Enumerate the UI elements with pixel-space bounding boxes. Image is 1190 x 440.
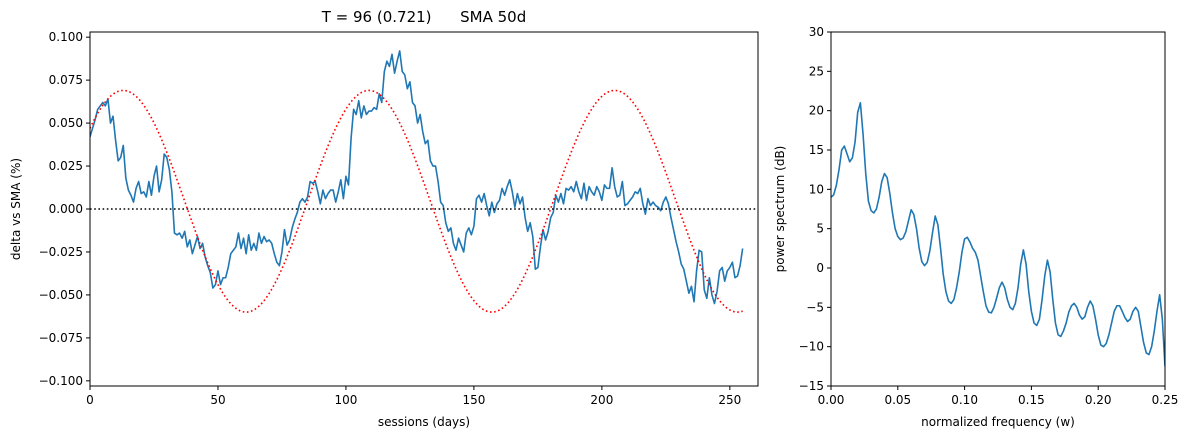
- delta-y-tick-label: −0.025: [39, 245, 83, 259]
- spectrum-x-tick-label: 0.15: [1018, 393, 1045, 407]
- spectrum-y-tick-label: −5: [806, 300, 824, 314]
- delta-x-tick-label: 200: [590, 393, 613, 407]
- delta-y-tick-label: 0.025: [49, 159, 83, 173]
- spectrum-x-tick-label: 0.20: [1085, 393, 1112, 407]
- spectrum-x-tick-label: 0.10: [951, 393, 978, 407]
- delta-y-axis: −0.100 −0.075 −0.050 −0.025 0.000 0.025 0.050 0…: [39, 30, 90, 388]
- spectrum-y-tick-label: 25: [809, 64, 824, 78]
- delta-y-tick-label: −0.075: [39, 331, 83, 345]
- delta-x-tick-label: 100: [334, 393, 357, 407]
- spectrum-y-tick-label: 15: [809, 143, 824, 157]
- spectrum-axes-frame: [830, 31, 1166, 387]
- delta-y-tick-label: 0.050: [49, 116, 83, 130]
- delta-y-tick-label: −0.050: [39, 288, 83, 302]
- spectrum-x-tick-label: 0.05: [884, 393, 911, 407]
- delta-series-sine-fit: [90, 89, 743, 313]
- spectrum-series-power-spectrum: [831, 102, 1165, 367]
- spectrum-x-axis-label: normalized frequency (w): [921, 415, 1075, 429]
- delta-y-tick-label: 0.000: [49, 202, 83, 216]
- delta-x-axis-label: sessions (days): [378, 415, 470, 429]
- spectrum-y-axis-label: power spectrum (dB): [773, 146, 787, 273]
- spectrum-x-axis: 0.00 0.05 0.10 0.15 0.20 0.25: [818, 386, 1179, 407]
- spectrum-x-tick-label: 0.00: [818, 393, 845, 407]
- delta-series-delta: [90, 50, 744, 305]
- spectrum-y-axis: −15 −10 −5 0 5 10 15 20 25 30: [799, 25, 831, 393]
- spectrum-y-tick-label: 10: [809, 182, 824, 196]
- spectrum-y-tick-label: 30: [809, 25, 824, 39]
- spectrum-y-tick-label: −15: [799, 379, 824, 393]
- delta-x-tick-label: 0: [86, 393, 94, 407]
- delta-x-tick-label: 150: [462, 393, 485, 407]
- delta-y-tick-label: 0.100: [49, 30, 83, 44]
- delta-x-tick-label: 250: [718, 393, 741, 407]
- delta-x-axis: 0 50 100 150 200 250: [86, 386, 741, 407]
- spectrum-x-tick-label: 0.25: [1152, 393, 1179, 407]
- spectrum-chart: 0.00 0.05 0.10 0.15 0.20 0.25 −15 −10 −5 0 5 10 15 2…: [773, 25, 1178, 429]
- spectrum-y-tick-label: 5: [816, 222, 824, 236]
- delta-y-tick-label: −0.100: [39, 374, 83, 388]
- delta-x-tick-label: 50: [210, 393, 225, 407]
- spectrum-y-tick-label: 0: [816, 261, 824, 275]
- spectrum-y-tick-label: −10: [799, 340, 824, 354]
- spectrum-y-tick-label: 20: [809, 104, 824, 118]
- delta-plot-area: [90, 50, 758, 313]
- delta-chart-title: T = 96 (0.721) SMA 50d: [321, 8, 526, 26]
- delta-y-axis-label: delta vs SMA (%): [9, 158, 23, 260]
- delta-y-tick-label: 0.075: [49, 73, 83, 87]
- delta-chart: 0 50 100 150 200 250 −0.100 −0.075 −0.050 −0.025…: [9, 8, 759, 429]
- spectrum-plot-area: [831, 102, 1165, 367]
